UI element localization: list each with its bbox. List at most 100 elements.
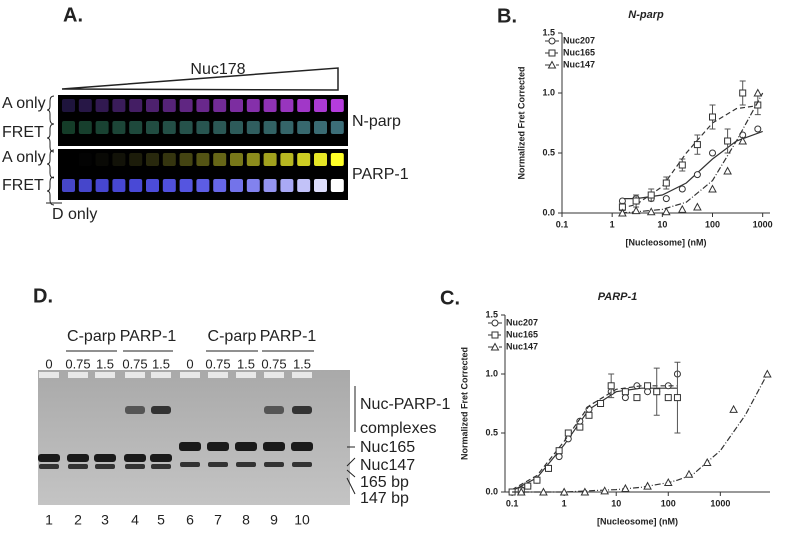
row-label: FRET — [2, 124, 44, 141]
gel-image — [38, 370, 350, 505]
gel-spot — [297, 179, 311, 192]
gel-spot — [246, 99, 260, 112]
marker — [646, 207, 656, 216]
gel-spot — [95, 153, 109, 166]
marker — [709, 113, 717, 121]
marker — [763, 369, 772, 378]
amount-label: 0 — [45, 356, 52, 371]
legend-marker — [547, 60, 557, 69]
lane-number: 4 — [131, 512, 139, 528]
band — [125, 406, 145, 414]
marker — [559, 487, 569, 496]
gel-spot — [162, 99, 176, 112]
band-label: Nuc147 — [360, 457, 415, 474]
gel-spot — [62, 179, 75, 192]
x-tick-label: 0.1 — [556, 219, 569, 229]
gel-spot — [112, 121, 126, 134]
chart-title: N-parp — [628, 9, 664, 21]
gel-spot — [246, 121, 260, 134]
gel-spot — [263, 153, 277, 166]
band — [124, 454, 146, 462]
band-label: 147 bp — [360, 490, 409, 507]
band — [94, 454, 116, 462]
gel-spot — [179, 153, 193, 166]
fit-curve — [512, 373, 768, 493]
well — [151, 372, 171, 378]
gel-spot — [95, 99, 109, 112]
gel-spot — [129, 153, 143, 166]
amount-label: 0.75 — [65, 356, 90, 371]
gel-spot — [297, 153, 311, 166]
band — [125, 464, 145, 469]
gel-spot — [146, 99, 159, 112]
band — [264, 406, 284, 414]
marker — [516, 487, 526, 496]
panel-label: A. — [63, 4, 83, 26]
marker — [662, 195, 670, 203]
x-tick-label: 1000 — [710, 498, 730, 508]
legend-label: Nuc165 — [563, 47, 595, 57]
marker — [644, 388, 652, 396]
lane-number: 3 — [101, 512, 109, 528]
band — [264, 462, 284, 467]
gel-spot — [162, 153, 176, 166]
x-tick-label: 1000 — [753, 219, 773, 229]
lane-number: 2 — [74, 512, 82, 528]
gel-spot — [280, 121, 294, 134]
gel-spot — [314, 153, 327, 166]
band — [235, 442, 257, 451]
marker — [564, 429, 572, 437]
gel-spot — [129, 121, 143, 134]
band — [292, 406, 312, 414]
legend-marker — [490, 342, 500, 351]
titration-wedge — [61, 67, 339, 91]
marker — [708, 184, 717, 193]
gel-spot — [230, 153, 243, 166]
marker — [684, 469, 694, 478]
row-label: A only — [2, 95, 46, 112]
gel-spot — [62, 121, 75, 134]
marker — [631, 206, 641, 215]
x-axis-label: [Nucleosome] (nM) — [626, 237, 707, 247]
gel-spot — [280, 179, 294, 192]
gel-spot — [95, 121, 109, 134]
band — [180, 462, 200, 467]
marker — [678, 161, 686, 169]
y-tick-label: 1.0 — [485, 368, 498, 378]
gel-spot — [263, 179, 277, 192]
amount-label: 1.5 — [96, 356, 114, 371]
well — [208, 372, 228, 378]
lane-number: 9 — [270, 512, 278, 528]
marker — [597, 400, 605, 407]
gel-spot — [330, 99, 344, 112]
gel-spot — [280, 153, 294, 166]
legend-marker — [548, 37, 556, 45]
gel-spot — [330, 121, 344, 134]
well — [264, 372, 284, 378]
gel-spot — [263, 99, 277, 112]
marker — [723, 166, 732, 175]
x-tick-label: 10 — [657, 219, 667, 229]
well — [39, 372, 59, 378]
band — [292, 462, 312, 467]
gel-spot — [146, 179, 159, 192]
gel-spot — [179, 99, 193, 112]
brace — [46, 95, 55, 206]
gel-spot — [330, 179, 344, 192]
gel-spot — [213, 121, 227, 134]
band — [151, 406, 171, 414]
marker — [702, 457, 712, 466]
gel-spot — [230, 99, 243, 112]
gel-spot — [179, 121, 193, 134]
amount-label: 0 — [186, 356, 193, 371]
band — [150, 454, 172, 462]
fit-curve — [620, 104, 763, 209]
marker — [585, 405, 593, 413]
x-tick-label: 1 — [610, 219, 615, 229]
marker — [633, 394, 641, 402]
footnote: D only — [52, 206, 97, 223]
gel-spot — [146, 121, 159, 134]
legend-label: Nuc207 — [506, 317, 538, 327]
x-tick-label: 1 — [562, 498, 567, 508]
well — [95, 372, 115, 378]
